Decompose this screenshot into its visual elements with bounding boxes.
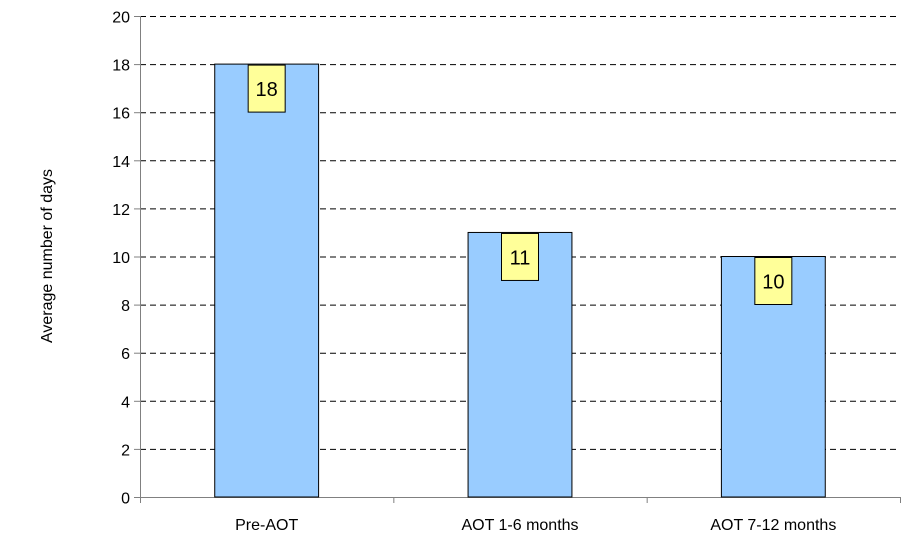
y-tick-label: 0 [121, 491, 130, 508]
tick-labels: 0 2 4 6 8 10 12 14 16 18 20 Pre-AOT AOT 1-6 months AO… [112, 10, 836, 535]
y-tick-label: 8 [121, 298, 130, 315]
y-tick-label: 2 [121, 442, 130, 459]
data-label-box [501, 232, 539, 281]
y-tick-label: 6 [121, 346, 130, 363]
data-label: 10 [762, 272, 784, 294]
y-tick-label: 10 [112, 250, 130, 267]
data-label: 11 [510, 247, 531, 269]
x-category-label: Pre-AOT [235, 517, 298, 534]
y-axis-title: Average number of days [39, 169, 56, 343]
x-category-label: AOT 1-6 months [461, 517, 578, 534]
y-tick-label: 18 [112, 58, 130, 75]
bar [214, 63, 320, 498]
data-label-box [247, 64, 286, 113]
data-labels: 18 11 10 [247, 64, 793, 305]
y-tick-label: 4 [121, 394, 130, 411]
data-label: 18 [256, 79, 278, 101]
y-tick-label: 20 [112, 10, 130, 27]
y-tick-label: 12 [112, 202, 130, 219]
x-category-label: AOT 7-12 months [710, 517, 836, 534]
data-label-box [754, 257, 793, 305]
y-tick-label: 14 [112, 154, 130, 171]
y-tick-label: 16 [112, 106, 130, 123]
